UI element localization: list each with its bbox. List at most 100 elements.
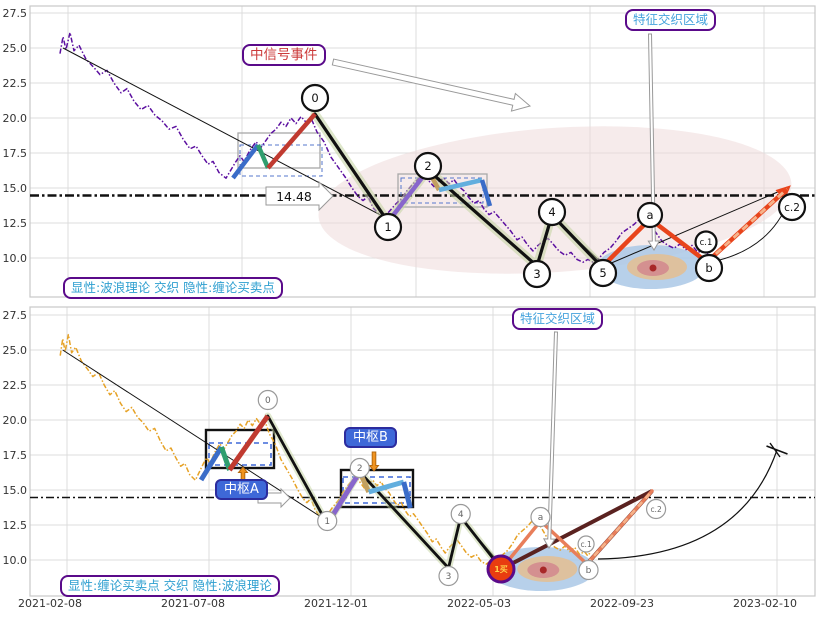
wave-marker-top-4 <box>537 197 567 227</box>
pivot-rect-a-dash <box>208 442 272 466</box>
chan-segment-bottom-2 <box>227 414 270 472</box>
y-tick-label-top: 27.5 <box>3 7 28 20</box>
weave-region-label-top: 特征交织区域 <box>625 9 717 31</box>
signal-rect-1-top <box>237 132 321 169</box>
x-tick-label: 2022-09-23 <box>590 597 654 610</box>
chan-segment-top-0 <box>231 143 260 180</box>
wave-marker-top-3 <box>522 259 552 289</box>
chan-segment-bottom-1 <box>219 446 232 471</box>
elliott-zigzag-top <box>313 112 604 269</box>
y-tick-label-bottom: 22.5 <box>3 379 28 392</box>
target-ellipse-top-core <box>649 264 657 272</box>
wave-marker-bottom-c.2 <box>645 498 667 520</box>
wave-marker-label-bottom-a: a <box>538 513 544 523</box>
pivot-b-arrow <box>368 451 380 472</box>
y-tick-label-top: 15.0 <box>3 182 28 195</box>
chan-segment-top-3 <box>386 168 430 224</box>
pivot-rect-a <box>204 428 276 470</box>
wave-marker-bottom-3 <box>438 565 459 587</box>
buy-point-disc <box>486 554 516 584</box>
wave-marker-label-bottom-0: 0 <box>265 396 271 406</box>
wave-marker-label-bottom-4: 4 <box>458 510 464 520</box>
wave-marker-label-bottom-3: 3 <box>446 572 452 582</box>
wave-marker-label-top-5: 5 <box>599 266 606 280</box>
trend-line-top-0 <box>62 47 389 220</box>
wave-marker-label-bottom-1: 1 <box>324 517 330 527</box>
chan-segment-bottom-5 <box>368 479 405 495</box>
pivot-rect-b-dash <box>342 476 411 504</box>
wave-marker-label-top-0: 0 <box>311 91 318 105</box>
wave-marker-bottom-4 <box>450 503 471 525</box>
wave-marker-label-top-1: 1 <box>384 220 391 234</box>
legend-label-top: 显性:波浪理论 交织 隐性:缠论买卖点 <box>63 277 283 299</box>
y-tick-label-bottom: 10.0 <box>3 554 28 567</box>
y-tick-label-bottom: 12.5 <box>3 519 28 532</box>
y-tick-label-top: 17.5 <box>3 147 28 160</box>
arc-guide-bottom <box>597 449 778 560</box>
pivot-a-label: 中枢A <box>215 479 268 500</box>
signal-event-label: 中信号事件 <box>242 44 326 66</box>
wave-marker-label-top-a: a <box>646 208 653 222</box>
weave-region-label-bottom: 特征交织区域 <box>512 308 604 330</box>
legend-label-bottom: 显性:缠论买卖点 交织 隐性:波浪理论 <box>60 575 280 597</box>
weave-callout-arrow-bottom <box>542 331 559 549</box>
wave-marker-top-5 <box>588 258 618 288</box>
wave-marker-bottom-a <box>530 506 551 528</box>
level-block-arrow-1448 <box>265 180 334 212</box>
x-tick-label: 2021-12-01 <box>304 597 368 610</box>
y-tick-label-bottom: 25.0 <box>3 344 28 357</box>
y-tick-label-top: 25.0 <box>3 42 28 55</box>
wave-marker-top-c.1 <box>694 230 718 254</box>
x-tick-label: 2023-02-10 <box>733 597 797 610</box>
y-tick-label-bottom: 27.5 <box>3 309 28 322</box>
forecast-dash-bottom <box>585 490 653 565</box>
arc-cap-1 <box>766 445 788 455</box>
weave-callout-arrow-top <box>647 33 661 251</box>
chan-segment-bottom-6 <box>401 481 413 509</box>
buy-point-label: 1买 <box>494 565 508 574</box>
wave-marker-top-1 <box>373 212 403 242</box>
wave-marker-label-top-c.1: c.1 <box>700 238 713 248</box>
arc-cap-2 <box>769 442 781 458</box>
y-tick-label-top: 12.5 <box>3 217 28 230</box>
wave-marker-label-top-4: 4 <box>548 205 555 219</box>
trend-line-top-4 <box>601 187 788 268</box>
wave-marker-top-0 <box>300 83 330 113</box>
wave-marker-bottom-1 <box>317 510 338 532</box>
wave-marker-bottom-0 <box>257 389 278 411</box>
maroon-line-1-bottom <box>500 489 653 571</box>
pivot-b-label: 中枢B <box>344 427 397 448</box>
panel-border-top <box>29 5 816 298</box>
chan-zigzag-bottom <box>266 414 503 571</box>
y-tick-label-top: 22.5 <box>3 77 28 90</box>
wave-marker-bottom-b <box>578 559 599 581</box>
chan-segment-top-6 <box>479 179 493 207</box>
y-tick-label-bottom: 15.0 <box>3 484 28 497</box>
wave-marker-label-top-2: 2 <box>424 159 431 173</box>
wave-marker-label-top-3: 3 <box>533 267 540 281</box>
x-tick-label: 2021-07-08 <box>161 597 225 610</box>
chan-segment-top-2 <box>266 112 317 170</box>
y-tick-label-bottom: 17.5 <box>3 449 28 462</box>
wave-marker-top-2 <box>413 151 443 181</box>
wave-marker-top-c.2 <box>777 192 807 222</box>
wave-marker-top-b <box>694 253 724 283</box>
pivot-rect-b <box>339 468 415 509</box>
wave-marker-bottom-2 <box>349 457 370 479</box>
wave-marker-top-a <box>636 201 664 229</box>
x-tick-label: 2022-05-03 <box>447 597 511 610</box>
wave-marker-label-bottom-c.2: c.2 <box>650 505 662 514</box>
chan-segment-top-5 <box>438 177 483 193</box>
forecast-dash-top <box>705 187 789 264</box>
chan-segment-bottom-0 <box>198 445 224 482</box>
y-tick-label-top: 20.0 <box>3 112 28 125</box>
panel-border-bottom <box>29 306 816 597</box>
wave-marker-label-bottom-b: b <box>586 566 592 576</box>
signal-direction-arrow <box>331 58 532 112</box>
signal-rect-1-dash-top <box>239 144 323 177</box>
wave-marker-label-top-c.2: c.2 <box>784 202 800 214</box>
chan-segment-top-1 <box>255 144 271 169</box>
level-value-1448: 14.48 <box>276 189 312 204</box>
